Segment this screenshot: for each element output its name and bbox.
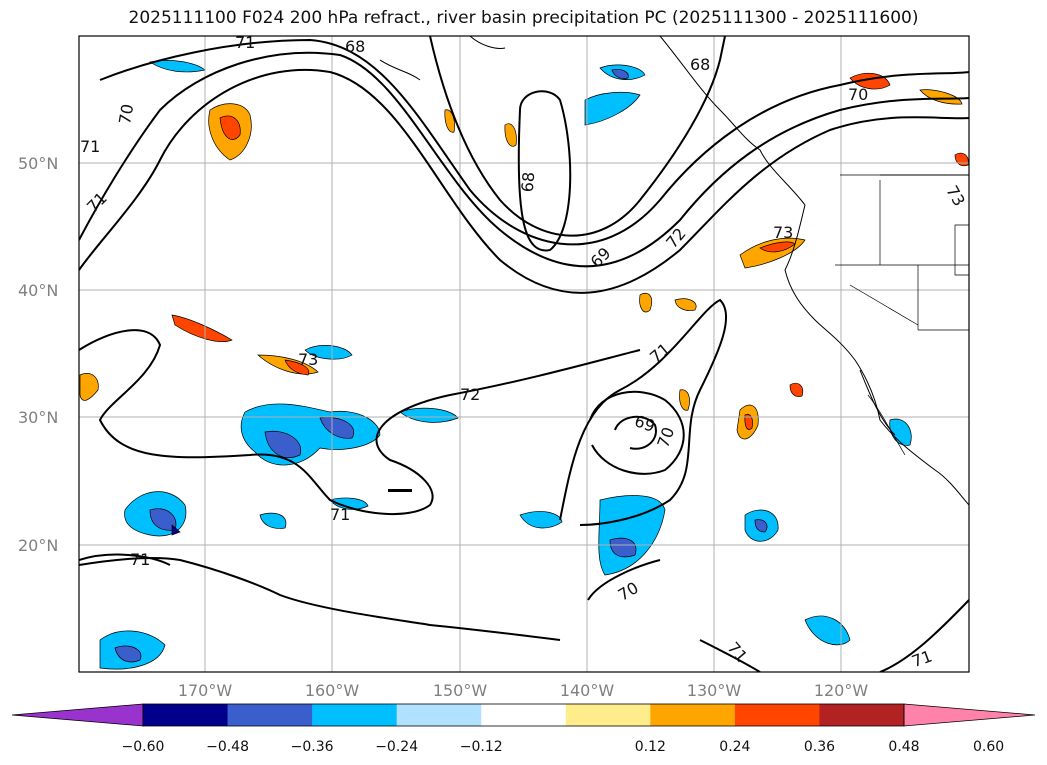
colorbar-tick-label: 0.12: [635, 739, 666, 755]
colorbar-segment: [819, 704, 905, 726]
lon-label-120w: 120°W: [814, 681, 869, 700]
colorbar-tick-label: 0.36: [804, 739, 835, 755]
colorbar-tick-label: 0.24: [719, 739, 750, 755]
map-title: 2025111100 F024 200 hPa refract., river …: [128, 8, 919, 28]
contour-label: 68: [345, 37, 365, 56]
colorbar-outline: [142, 703, 905, 727]
coastlines: [379, 36, 969, 506]
lat-label-30n: 30°N: [18, 408, 58, 427]
colorbar-tick-label: 0.48: [888, 739, 919, 755]
latitude-labels: 50°N 40°N 30°N 20°N: [18, 154, 58, 555]
colorbar-tick-label: −0.24: [375, 739, 418, 755]
lat-label-50n: 50°N: [18, 154, 58, 173]
colorbar-tick-label: −0.36: [291, 739, 334, 755]
precip-negative-areas: [99, 60, 912, 670]
colorbar-tick-label: 0.60: [973, 739, 1004, 755]
contour-label: 72: [460, 385, 480, 404]
colorbar-segment: [650, 704, 736, 726]
lon-label-150w: 150°W: [433, 681, 488, 700]
contour-label: 68: [518, 171, 539, 193]
colorbar: [11, 703, 1036, 727]
longitude-labels: 170°W 160°W 150°W 140°W 130°W 120°W: [178, 681, 869, 700]
contour-label: 71: [80, 137, 100, 156]
contour-label: 68: [690, 55, 710, 74]
contour-label: 71: [235, 33, 255, 52]
colorbar-ticks: −0.60 −0.48 −0.36 −0.24 −0.12 0.12 0.24 0.36 0.4…: [122, 739, 1005, 755]
lon-label-140w: 140°W: [560, 681, 615, 700]
colorbar-segment: [734, 704, 820, 726]
contour-label: 73: [298, 350, 318, 369]
colorbar-tick-label: −0.12: [460, 739, 503, 755]
map-frame: [78, 35, 970, 673]
colorbar-tick-label: −0.48: [206, 739, 249, 755]
contour-label: 71: [330, 505, 350, 524]
colorbar-extend-min: [11, 703, 144, 727]
colorbar-segment: [396, 704, 482, 726]
lat-label-40n: 40°N: [18, 281, 58, 300]
colorbar-segment: [312, 704, 398, 726]
refractivity-contours: [79, 36, 969, 672]
lon-label-160w: 160°W: [305, 681, 360, 700]
colorbar-tick-label: −0.60: [122, 739, 165, 755]
contour-label: 73: [773, 223, 793, 242]
graticule: [79, 36, 969, 672]
contour-label: 70: [115, 102, 137, 125]
colorbar-segment: [143, 704, 229, 726]
contour-feature: [388, 489, 412, 492]
colorbar-segment: [565, 704, 651, 726]
colorbar-extend-max: [903, 703, 1036, 727]
contour-label: 71: [130, 550, 150, 569]
colorbar-segment: [481, 704, 567, 726]
lat-label-20n: 20°N: [18, 536, 58, 555]
lon-label-170w: 170°W: [178, 681, 233, 700]
contour-label: 70: [848, 85, 868, 104]
colorbar-segment: [227, 704, 313, 726]
lon-label-130w: 130°W: [687, 681, 742, 700]
